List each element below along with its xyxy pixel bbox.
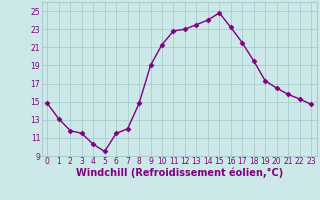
X-axis label: Windchill (Refroidissement éolien,°C): Windchill (Refroidissement éolien,°C) [76, 168, 283, 178]
